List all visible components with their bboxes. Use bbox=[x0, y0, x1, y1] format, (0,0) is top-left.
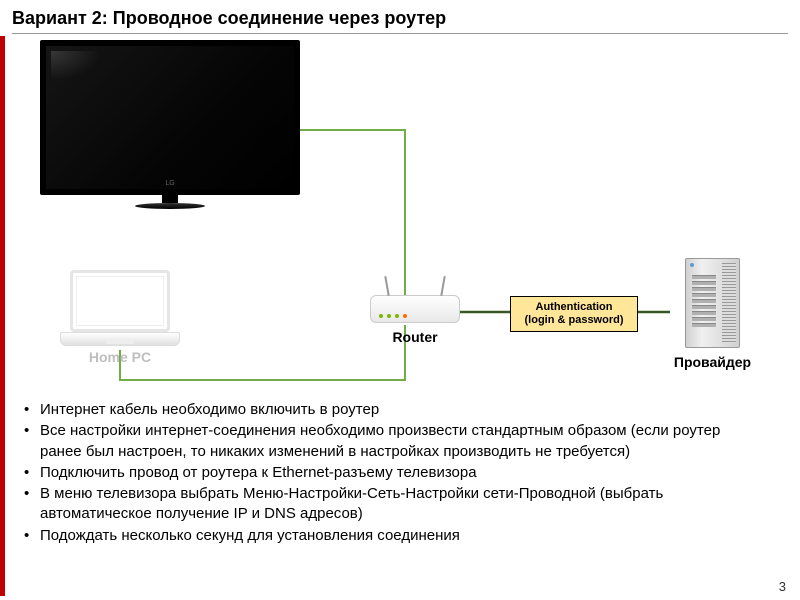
instruction-list: Интернет кабель необходимо включить в ро… bbox=[18, 400, 760, 547]
router-device: Router bbox=[360, 295, 470, 345]
home-pc-device: Home PC bbox=[60, 270, 180, 350]
list-item: Все настройки интернет-соединения необхо… bbox=[18, 421, 760, 462]
page-number: 3 bbox=[779, 579, 786, 594]
auth-line1: Authentication bbox=[517, 301, 631, 314]
accent-sidebar bbox=[0, 36, 5, 596]
server-body bbox=[685, 258, 740, 348]
list-item: Интернет кабель необходимо включить в ро… bbox=[18, 400, 760, 420]
auth-line2: (login & password) bbox=[517, 314, 631, 327]
list-item: В меню телевизора выбрать Меню-Настройки… bbox=[18, 484, 760, 525]
list-item: Подождать несколько секунд для установле… bbox=[18, 526, 760, 546]
provider-server: Провайдер bbox=[670, 258, 755, 370]
laptop-screen bbox=[70, 270, 170, 332]
authentication-box: Authentication (login & password) bbox=[510, 296, 638, 332]
network-diagram: LG Home PC Router Authentication (login … bbox=[10, 40, 790, 390]
router-body bbox=[370, 295, 460, 323]
laptop-keyboard bbox=[60, 332, 180, 346]
page-title: Вариант 2: Проводное соединение через ро… bbox=[12, 8, 788, 34]
provider-label: Провайдер bbox=[670, 354, 755, 370]
router-label: Router bbox=[360, 329, 470, 345]
home-pc-label: Home PC bbox=[60, 349, 180, 365]
tv-brand-logo: LG bbox=[165, 180, 174, 187]
tv-screen: LG bbox=[40, 40, 300, 195]
list-item: Подключить провод от роутера к Ethernet-… bbox=[18, 463, 760, 483]
tv-device: LG bbox=[40, 40, 300, 215]
